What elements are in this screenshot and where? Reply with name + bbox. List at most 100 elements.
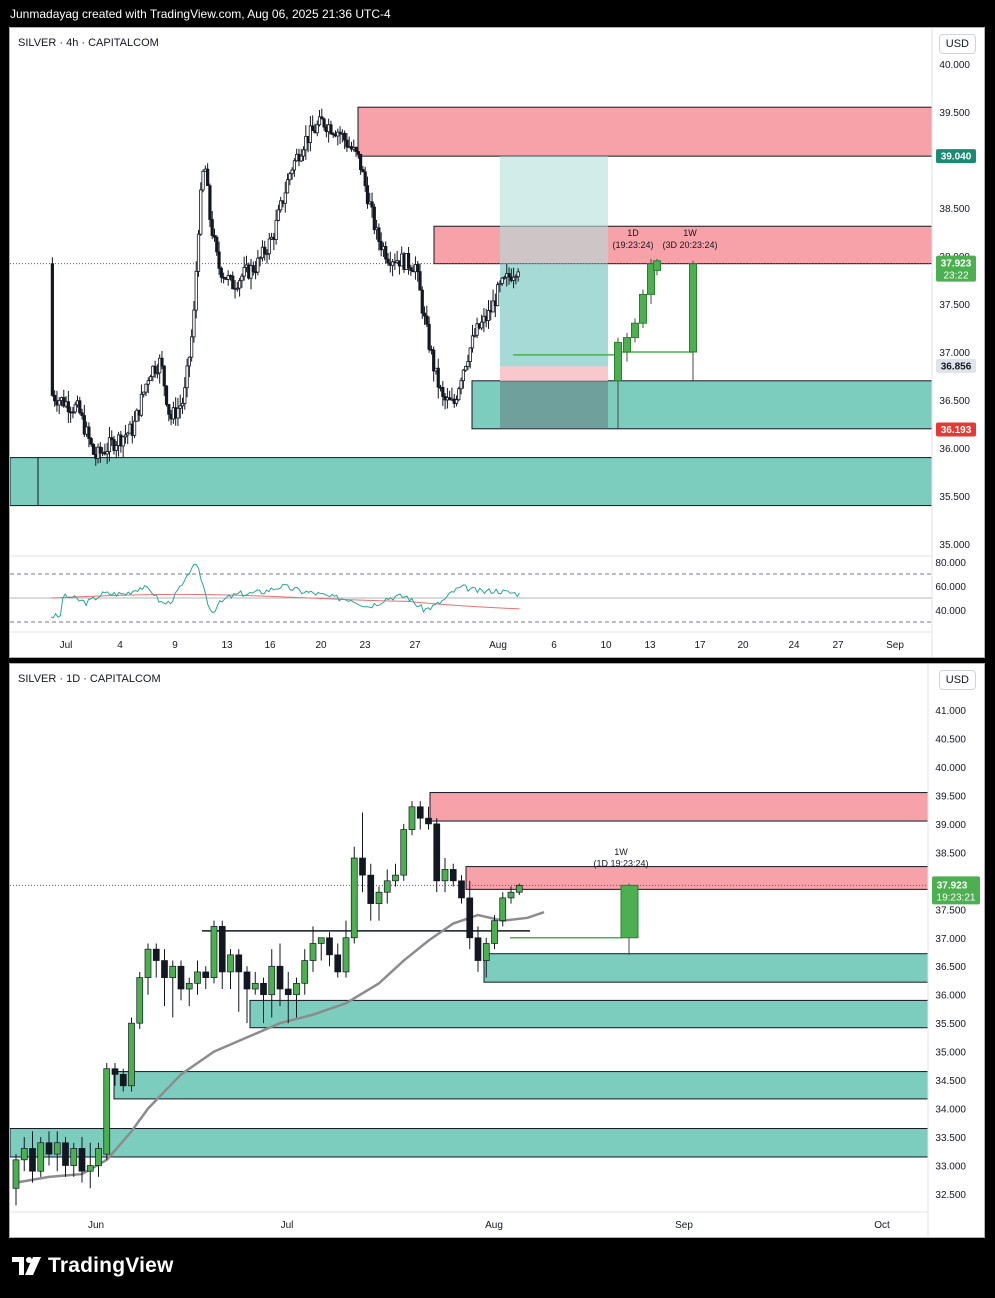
candle-body <box>251 265 255 273</box>
price-axis-tick: 33.500 <box>935 1133 966 1144</box>
price-axis-tick: 36.000 <box>935 991 966 1002</box>
candle-body <box>384 246 388 260</box>
candle-body-down <box>202 971 210 978</box>
candle-body <box>315 124 319 134</box>
tradingview-brand: TradingView <box>48 1254 174 1277</box>
candle-body <box>121 436 125 447</box>
candle-body-up <box>169 965 177 978</box>
time-axis-tick: Jul <box>60 640 73 651</box>
candle-body <box>242 267 246 277</box>
candle-body-up <box>491 920 498 944</box>
bottom-currency-button[interactable]: USD <box>938 670 976 690</box>
price-axis-tick: 36.500 <box>935 962 966 973</box>
price-axis-tick: 40.500 <box>935 734 966 745</box>
candle-body <box>139 393 144 416</box>
candle-body <box>343 132 347 141</box>
candle-body <box>78 400 82 414</box>
candle-body <box>208 185 212 220</box>
support-zone <box>483 953 929 983</box>
candle-body-down <box>474 937 482 961</box>
bottom-symbol-label[interactable]: SILVER · 1D · CAPITALCOM <box>18 673 161 685</box>
candle-body <box>470 335 475 349</box>
candle-body-up <box>317 937 325 944</box>
time-axis-tick: Jun <box>88 1220 104 1231</box>
candle-body <box>215 236 219 253</box>
price-axis-tick: 39.500 <box>939 108 970 119</box>
candle-body <box>370 201 374 208</box>
candle-body <box>256 257 260 273</box>
candle-body <box>66 401 70 413</box>
candle-body <box>80 412 84 416</box>
candle-body-down <box>276 965 284 990</box>
bottom-chart-canvas[interactable]: 41.000 40.500 40.000 39.500 39.000 38.500 37.5… <box>10 664 984 1237</box>
d1-timer-label: (19:23:24) <box>612 240 653 250</box>
candle-body-up <box>128 1022 135 1087</box>
candle-body <box>464 366 468 371</box>
candle-body-up <box>144 948 152 978</box>
candle-body <box>176 407 180 419</box>
price-axis-tick: 35.000 <box>935 1048 966 1059</box>
candle-body <box>290 169 294 175</box>
candle-body <box>502 276 507 279</box>
top-chart-canvas[interactable]: 40.00039.50038.50038.00037.50037.00036.5… <box>10 28 984 657</box>
candle-body-down <box>161 960 168 978</box>
candle-body-up <box>392 874 399 882</box>
candle-body <box>288 173 292 181</box>
stop-loss-zone <box>500 366 608 381</box>
price-axis-tick: 35.500 <box>935 1019 966 1030</box>
price-axis-tick: 33.000 <box>935 1162 966 1173</box>
candle-body <box>283 192 287 204</box>
rsi-axis-tick: 40.000 <box>935 606 966 617</box>
candle-body <box>155 372 160 375</box>
price-axis-tick: 37.000 <box>935 934 966 945</box>
price-axis-tick: 37.500 <box>939 300 970 311</box>
candle-body-up <box>499 897 507 922</box>
candle-body <box>144 383 148 393</box>
time-axis-tick: Aug <box>485 1220 503 1231</box>
candle-body-up <box>37 1142 45 1172</box>
candle-body <box>301 149 306 157</box>
top-currency-button[interactable]: USD <box>938 34 976 54</box>
price-axis-tick: 34.000 <box>935 1105 966 1116</box>
candle-body <box>132 420 137 436</box>
candle-body <box>420 289 424 314</box>
time-axis-tick: 23 <box>359 640 371 651</box>
candle-body-down <box>78 1148 86 1172</box>
candle-body-down <box>326 937 333 956</box>
candle-body <box>409 267 413 271</box>
candle-body <box>416 264 420 272</box>
candle-body <box>432 349 436 372</box>
candle-body <box>178 405 182 409</box>
price-axis-tick: 38.500 <box>935 848 966 859</box>
candle-body <box>196 233 201 272</box>
candle-body <box>212 235 217 238</box>
top-symbol-label[interactable]: SILVER · 4h · CAPITALCOM <box>18 37 159 49</box>
candle-body <box>457 388 461 401</box>
bottom-chart-panel[interactable]: 41.000 40.500 40.000 39.500 39.000 38.500 37.5… <box>9 663 985 1238</box>
candle-body <box>500 277 504 284</box>
candle-body <box>53 394 57 402</box>
rsi-ma-line <box>50 593 520 610</box>
candle-body <box>148 376 153 382</box>
top-chart-panel[interactable]: 40.00039.50038.50038.00037.50037.00036.5… <box>9 27 985 658</box>
candle-body <box>263 246 267 255</box>
candle-body <box>164 385 169 405</box>
current-price-badge: 37.923 <box>941 259 972 270</box>
price-axis-tick: 37.000 <box>939 348 970 359</box>
candle-body <box>372 206 376 231</box>
candle-body-down <box>62 1142 69 1166</box>
candle-body <box>50 263 54 396</box>
candle-body <box>345 139 349 148</box>
candle-body <box>110 437 114 441</box>
candle-body <box>219 267 223 278</box>
candle-timer-badge: 19:23:21 <box>937 892 976 903</box>
candle-body-up <box>268 965 276 996</box>
price-axis-tick: 35.500 <box>939 492 970 503</box>
time-axis-tick: Sep <box>886 640 904 651</box>
candle-body <box>87 426 91 439</box>
time-axis-tick: 13 <box>644 640 656 651</box>
candle-body <box>123 434 128 438</box>
stop-loss-overlap-zone <box>500 380 608 429</box>
w1-timer-label: (3D 20:23:24) <box>662 240 717 250</box>
candle-body <box>258 257 262 260</box>
